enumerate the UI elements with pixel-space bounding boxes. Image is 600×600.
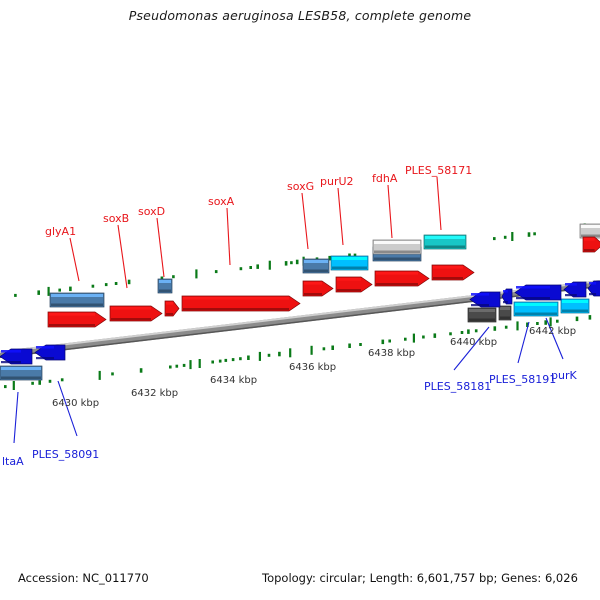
scale-tick-label: 6430 kbp xyxy=(52,398,100,409)
scale-tick-label: 6440 kbp xyxy=(450,337,498,348)
gene-box[interactable] xyxy=(579,223,600,239)
gene-arrow[interactable] xyxy=(501,288,513,305)
gene-arrow[interactable] xyxy=(302,280,334,297)
label-leader-lines xyxy=(13,176,564,444)
gene-box[interactable] xyxy=(560,298,590,314)
scale-tick-label: 6438 kbp xyxy=(368,348,416,359)
gene-box[interactable] xyxy=(330,255,369,271)
gene-arrow[interactable] xyxy=(469,291,501,308)
gene-label-ples_58091[interactable]: PLES_58091 xyxy=(32,448,100,461)
gene-arrow[interactable] xyxy=(514,284,562,301)
gene-features xyxy=(0,223,600,381)
gene-box[interactable] xyxy=(49,292,105,308)
gene-label-soxa[interactable]: soxA xyxy=(208,195,235,208)
codon-ticks-upper xyxy=(14,223,586,297)
gene-label-ples_58171[interactable]: PLES_58171 xyxy=(405,164,473,177)
gene-arrow[interactable] xyxy=(431,264,475,281)
scale-tick-label: 6432 kbp xyxy=(131,388,179,399)
codon-ticks-lower xyxy=(4,315,592,390)
gene-box[interactable] xyxy=(513,301,559,317)
gene-label-ples_58191[interactable]: PLES_58191 xyxy=(489,373,557,386)
gene-label-soxb[interactable]: soxB xyxy=(103,212,130,225)
accession-text: Accession: NC_011770 xyxy=(18,571,149,585)
scale-tick-label: 6434 kbp xyxy=(210,375,258,386)
page-title: Pseudomonas aeruginosa LESB58, complete … xyxy=(128,8,472,23)
gene-box[interactable] xyxy=(157,278,173,294)
gene-arrow[interactable] xyxy=(563,281,587,298)
genome-axis xyxy=(0,279,600,359)
gene-arrow[interactable] xyxy=(109,305,163,322)
gene-arrow[interactable] xyxy=(47,311,107,328)
gene-arrow[interactable] xyxy=(0,348,33,365)
gene-arrow[interactable] xyxy=(587,280,600,297)
gene-arrow[interactable] xyxy=(34,344,66,361)
gene-arrow[interactable] xyxy=(181,295,301,312)
gene-label-soxd[interactable]: soxD xyxy=(138,205,166,218)
gene-label-fdha[interactable]: fdhA xyxy=(372,172,398,185)
gene-label-soxg[interactable]: soxG xyxy=(287,180,315,193)
gene-arrow[interactable] xyxy=(582,236,600,253)
gene-box[interactable] xyxy=(467,307,497,323)
gene-arrow[interactable] xyxy=(335,276,373,293)
genome-summary-text: Topology: circular; Length: 6,601,757 bp… xyxy=(262,571,578,585)
gene-box[interactable] xyxy=(498,305,512,321)
gene-box[interactable] xyxy=(372,239,422,255)
gene-box[interactable] xyxy=(302,258,330,274)
gene-label-purk[interactable]: purK xyxy=(551,369,577,382)
gene-label-glya1[interactable]: glyA1 xyxy=(45,225,77,238)
gene-box[interactable] xyxy=(423,234,467,250)
gene-label-ples_58181[interactable]: PLES_58181 xyxy=(424,380,492,393)
gene-label-ltaa[interactable]: ltaA xyxy=(2,455,24,468)
gene-label-puru2[interactable]: purU2 xyxy=(320,175,354,188)
gene-arrow[interactable] xyxy=(374,270,430,287)
scale-tick-label: 6442 kbp xyxy=(529,326,577,337)
scale-tick-label: 6436 kbp xyxy=(289,362,337,373)
gene-box[interactable] xyxy=(0,365,43,381)
gene-arrow[interactable] xyxy=(164,300,180,317)
